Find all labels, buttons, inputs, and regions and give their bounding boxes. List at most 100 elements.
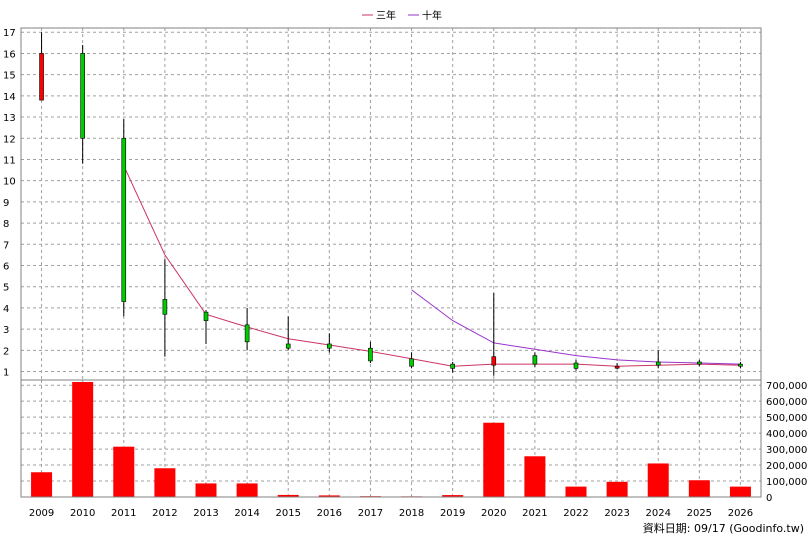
volume-y-tick-label: 300,000 <box>766 445 807 456</box>
volume-bar-2026 <box>729 486 751 497</box>
x-tick-label: 2015 <box>275 508 300 519</box>
x-tick-label: 2026 <box>728 508 753 519</box>
candle-2015 <box>285 316 291 351</box>
volume-bar-2025 <box>688 480 710 497</box>
x-tick-label: 2009 <box>29 508 54 519</box>
price-y-tick-label: 13 <box>3 113 16 124</box>
price-grid <box>21 28 761 380</box>
candle-2009 <box>39 32 44 101</box>
x-tick-label: 2025 <box>687 508 712 519</box>
x-tick-label: 2022 <box>563 508 588 519</box>
candle-body <box>244 324 250 343</box>
volume-y-tick-label: 100,000 <box>766 477 807 488</box>
series-line-三年 <box>123 165 741 367</box>
x-tick-label: 2012 <box>152 508 177 519</box>
candle-2018 <box>409 352 414 369</box>
candle-2023 <box>614 363 620 370</box>
volume-bar-2015 <box>277 494 299 497</box>
candles <box>39 32 743 376</box>
x-tick-label: 2018 <box>399 508 424 519</box>
price-y-tick-label: 4 <box>3 304 9 315</box>
candle-body <box>573 362 579 369</box>
volume-y-tick-label: 500,000 <box>766 413 807 424</box>
volume-y-tick-label: 600,000 <box>766 397 807 408</box>
x-tick-label: 2021 <box>522 508 547 519</box>
price-y-tick-label: 10 <box>3 177 16 188</box>
x-tick-label: 2016 <box>317 508 342 519</box>
candle-2010 <box>80 44 85 164</box>
volume-bar-2021 <box>524 456 546 497</box>
price-y-tick-label: 17 <box>3 28 16 39</box>
volume-bar-2020 <box>483 422 505 497</box>
candle-2021 <box>532 352 538 368</box>
candle-2013 <box>203 310 209 344</box>
candle-body <box>162 299 168 315</box>
candle-body <box>655 361 661 366</box>
candle-2017 <box>368 341 373 364</box>
price-y-tick-label: 15 <box>3 71 16 82</box>
x-tick-label: 2010 <box>70 508 95 519</box>
candle-body <box>327 343 332 349</box>
candle-2024 <box>655 350 661 369</box>
price-y-tick-label: 16 <box>3 49 16 60</box>
x-tick-label: 2013 <box>193 508 218 519</box>
x-tick-label: 2019 <box>440 508 465 519</box>
x-axis: 2009 2010 2011 2012 2013 2014 2015 2016 2017 2018… <box>29 508 753 519</box>
series-line-十年 <box>411 289 741 365</box>
candle-2014 <box>244 307 250 351</box>
x-tick-label: 2014 <box>234 508 259 519</box>
x-tick-label: 2020 <box>481 508 506 519</box>
candle-body <box>614 365 620 369</box>
moving-average-lines <box>123 165 741 367</box>
legend-label-3yr: 三年 <box>376 9 396 22</box>
volume-bar-2024 <box>647 463 669 497</box>
candle-body <box>203 311 209 321</box>
price-frame <box>20 27 762 381</box>
price-y-tick-label: 14 <box>3 92 16 103</box>
price-y-tick-label: 5 <box>3 283 9 294</box>
candle-2026 <box>738 361 743 369</box>
x-tick-label: 2023 <box>604 508 629 519</box>
x-tick-label: 2024 <box>645 508 670 519</box>
volume-panel: 0 100,000 200,000 300,000 400,000 500,000 600,… <box>20 379 807 504</box>
candle-2020 <box>491 293 497 376</box>
volume-frame <box>20 379 762 498</box>
candle-body <box>80 53 85 139</box>
price-y-tick-label: 7 <box>3 240 9 251</box>
price-y-tick-label: 12 <box>3 134 16 145</box>
candle-2011 <box>121 119 127 317</box>
volume-y-tick-label: 700,000 <box>766 381 807 392</box>
price-y-tick-label: 8 <box>3 219 9 230</box>
volume-bar-2023 <box>606 481 628 497</box>
volume-bar-2010 <box>72 382 94 497</box>
legend-label-10yr: 十年 <box>422 9 442 22</box>
candle-2025 <box>697 359 702 367</box>
candle-body <box>409 358 414 367</box>
candle-body <box>450 363 455 369</box>
candle-body <box>121 137 127 302</box>
price-y-tick-label: 9 <box>3 198 9 209</box>
volume-bar-2009 <box>31 472 53 497</box>
candle-body <box>285 343 291 349</box>
candle-2012 <box>162 259 168 357</box>
volume-y-axis: 0 100,000 200,000 300,000 400,000 500,000 600,… <box>766 381 807 504</box>
price-y-tick-label: 6 <box>3 261 9 272</box>
price-y-tick-label: 11 <box>3 155 16 166</box>
volume-bar-2013 <box>195 483 217 497</box>
candle-2022 <box>573 359 579 371</box>
candle-body <box>368 347 373 362</box>
candle-body <box>39 53 44 101</box>
x-tick-label: 2011 <box>111 508 136 519</box>
candle-2019 <box>450 361 455 373</box>
volume-bars <box>31 382 751 497</box>
volume-y-tick-label: 200,000 <box>766 461 807 472</box>
candle-body <box>738 363 743 367</box>
price-y-tick-label: 1 <box>3 368 9 379</box>
candle-2016 <box>327 333 332 353</box>
volume-y-tick-label: 0 <box>766 493 772 504</box>
volume-bar-2019 <box>442 495 464 497</box>
volume-bar-2016 <box>318 495 340 497</box>
footer-text: 資料日期: 09/17 (Goodinfo.tw) <box>643 521 804 535</box>
